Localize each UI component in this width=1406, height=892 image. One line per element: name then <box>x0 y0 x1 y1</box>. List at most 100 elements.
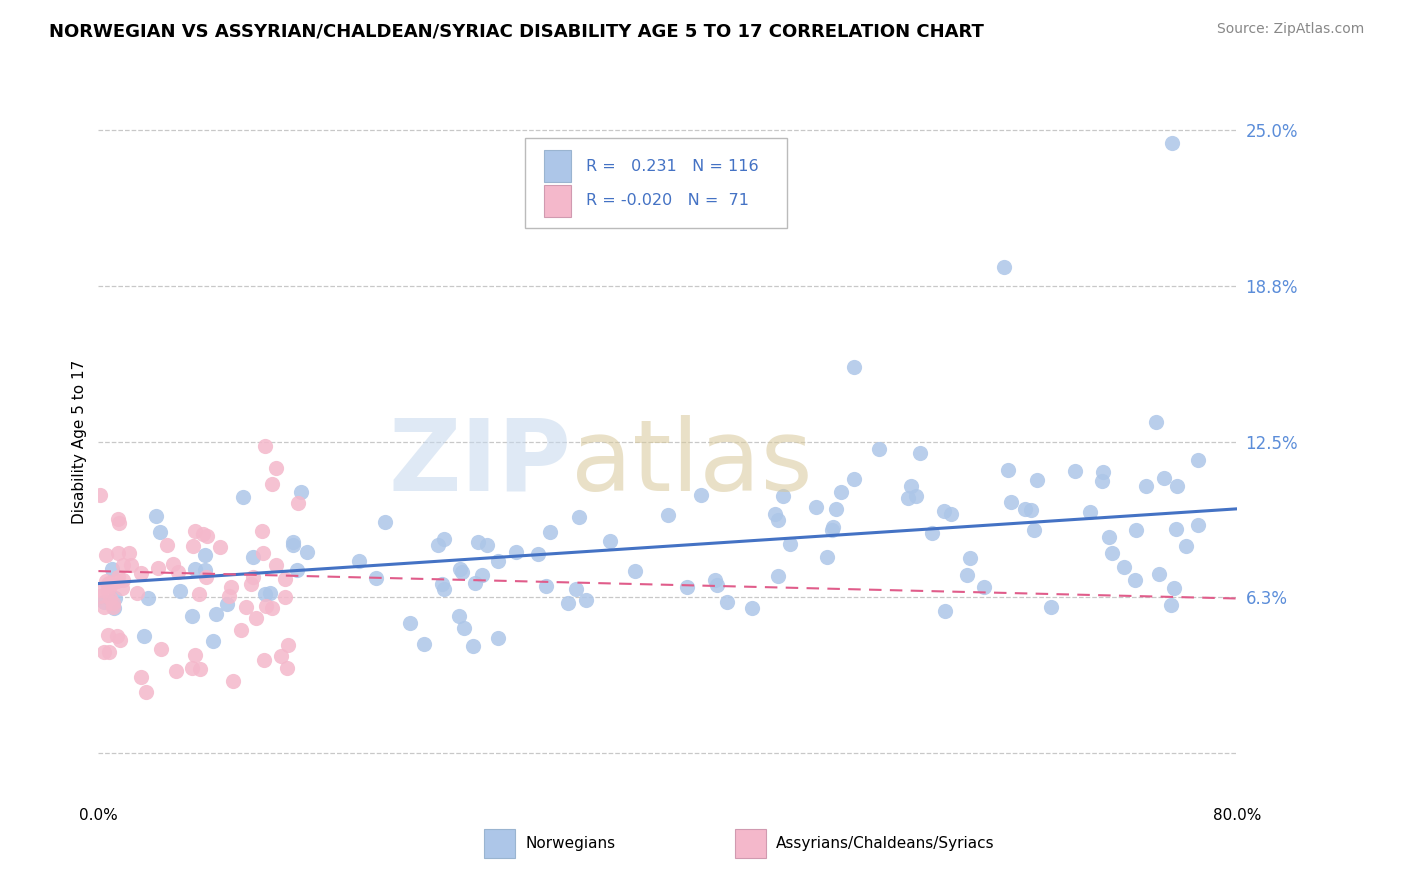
Point <box>471 567 494 582</box>
Point <box>374 515 396 529</box>
Text: Source: ZipAtlas.com: Source: ZipAtlas.com <box>1216 22 1364 37</box>
Point <box>1025 473 1047 487</box>
Point <box>162 558 184 572</box>
Point <box>252 524 274 539</box>
Point <box>105 574 128 589</box>
Point <box>921 525 943 540</box>
Point <box>120 558 142 573</box>
Point <box>763 507 786 521</box>
Point <box>453 622 475 636</box>
Point <box>111 582 134 596</box>
Point <box>167 565 190 579</box>
Point <box>96 548 118 562</box>
Point <box>703 573 725 587</box>
Point <box>97 577 120 591</box>
Text: R =   0.231   N = 116: R = 0.231 N = 116 <box>586 159 758 174</box>
Point <box>1078 505 1101 519</box>
FancyBboxPatch shape <box>544 151 571 182</box>
Point <box>103 596 125 610</box>
Point <box>219 580 242 594</box>
Point <box>993 260 1015 274</box>
Point <box>1022 523 1045 537</box>
Point <box>574 593 596 607</box>
Point <box>399 615 422 630</box>
Point <box>997 463 1019 477</box>
Point <box>1014 502 1036 516</box>
Point <box>366 571 388 585</box>
Point <box>464 575 486 590</box>
Point <box>90 582 112 597</box>
Point <box>779 537 801 551</box>
Text: ZIP: ZIP <box>388 415 571 512</box>
Point <box>194 570 217 584</box>
Point <box>107 512 129 526</box>
Point <box>169 584 191 599</box>
Point <box>1039 599 1062 614</box>
Point <box>1091 465 1114 479</box>
Point <box>285 562 308 576</box>
Point <box>623 565 645 579</box>
Point <box>94 574 117 589</box>
Point <box>766 568 789 582</box>
Point <box>349 553 371 567</box>
Point <box>1153 471 1175 485</box>
Point <box>538 524 561 539</box>
Point <box>107 570 129 584</box>
Point <box>1125 523 1147 537</box>
Point <box>259 586 281 600</box>
Point <box>689 488 711 502</box>
Point <box>98 645 121 659</box>
Point <box>564 582 586 596</box>
Point <box>188 587 211 601</box>
Text: Assyrians/Chaldeans/Syriacs: Assyrians/Chaldeans/Syriacs <box>776 836 994 851</box>
Point <box>973 580 995 594</box>
Point <box>188 662 211 676</box>
Point <box>165 665 187 679</box>
Point <box>98 591 121 606</box>
Point <box>194 562 217 576</box>
Point <box>897 491 920 505</box>
Point <box>191 527 214 541</box>
Point <box>253 587 276 601</box>
Point <box>941 507 963 521</box>
Point <box>146 561 169 575</box>
Point <box>195 529 218 543</box>
Point <box>821 523 844 537</box>
Point <box>868 442 890 456</box>
Point <box>934 604 956 618</box>
Point <box>910 446 932 460</box>
Point <box>447 608 470 623</box>
Point <box>111 573 134 587</box>
Point <box>1163 582 1185 596</box>
Point <box>463 640 485 654</box>
Point <box>1164 522 1187 536</box>
Point <box>904 489 927 503</box>
Point <box>274 572 297 586</box>
Point <box>821 520 844 534</box>
Point <box>830 485 852 500</box>
Point <box>1135 479 1157 493</box>
Point <box>657 508 679 522</box>
Point <box>534 579 557 593</box>
Point <box>156 538 179 552</box>
Point <box>103 601 125 615</box>
Point <box>815 550 838 565</box>
Point <box>1123 573 1146 587</box>
Point <box>184 562 207 576</box>
Point <box>451 566 474 580</box>
Point <box>104 591 127 605</box>
Point <box>433 582 456 596</box>
Point <box>1101 546 1123 560</box>
Point <box>129 566 152 580</box>
Point <box>266 460 288 475</box>
Point <box>253 653 276 667</box>
Point <box>297 545 319 559</box>
Point <box>239 577 262 591</box>
Point <box>202 633 225 648</box>
Point <box>467 535 489 549</box>
Point <box>135 685 157 699</box>
Point <box>149 525 172 540</box>
Text: Norwegians: Norwegians <box>526 836 616 851</box>
Point <box>433 532 456 546</box>
FancyBboxPatch shape <box>485 829 515 858</box>
